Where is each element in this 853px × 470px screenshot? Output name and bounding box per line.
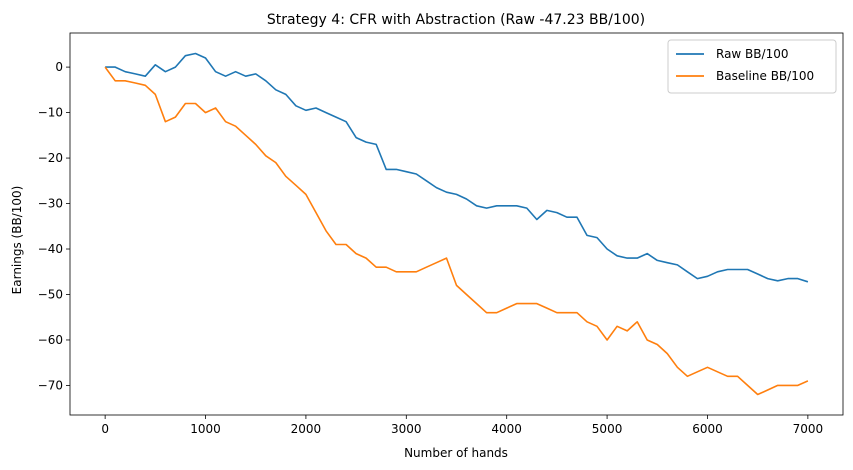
y-tick-label: −70 (38, 378, 63, 392)
legend-box (667, 39, 837, 94)
chart-title: Strategy 4: CFR with Abstraction (Raw -4… (267, 12, 645, 28)
y-axis-label: Earnings (BB/100) (10, 186, 24, 295)
y-tick-label: −40 (38, 242, 63, 256)
x-tick-label: 3000 (391, 422, 422, 436)
x-tick-label: 4000 (491, 422, 522, 436)
plot-area: 0 1000 2000 3000 4000 5000 6000 7000 0 −10 −20 −30 −… (38, 32, 844, 436)
legend-label-1: Baseline BB/100 (716, 69, 814, 83)
x-tick-label: 1000 (190, 422, 221, 436)
y-tick-label: −10 (38, 106, 63, 120)
y-tick-label: 0 (55, 60, 63, 74)
x-tick-label: 0 (101, 422, 109, 436)
x-tick-label: 2000 (291, 422, 322, 436)
x-tick-label: 5000 (592, 422, 623, 436)
y-tick-label: −30 (38, 197, 63, 211)
y-tick-label: −20 (38, 151, 63, 165)
y-tick-label: −60 (38, 333, 63, 347)
series-line-0 (105, 52, 809, 283)
x-tick-label: 6000 (692, 422, 723, 436)
x-axis-label: Number of hands (404, 446, 508, 460)
axes-frame (69, 32, 844, 416)
y-tick-label: −50 (38, 287, 63, 301)
legend-label-0: Raw BB/100 (716, 47, 788, 61)
x-tick-label: 7000 (793, 422, 824, 436)
series-line-1 (104, 66, 809, 396)
